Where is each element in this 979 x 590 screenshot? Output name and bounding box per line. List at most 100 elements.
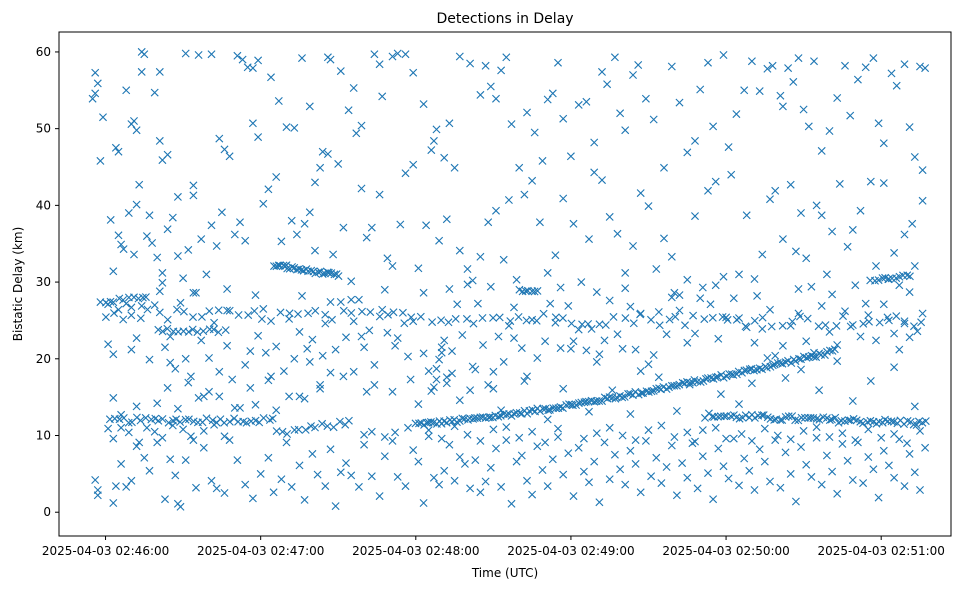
data-point xyxy=(479,341,487,349)
data-point xyxy=(528,315,537,324)
data-point xyxy=(523,372,531,381)
data-point xyxy=(499,357,508,366)
data-point xyxy=(104,424,113,433)
data-point xyxy=(220,432,229,441)
data-point xyxy=(636,367,645,376)
data-point xyxy=(225,417,234,426)
data-point xyxy=(681,321,689,330)
data-point xyxy=(821,321,830,330)
data-point xyxy=(254,133,263,142)
data-point xyxy=(404,423,412,432)
data-point xyxy=(788,317,797,326)
data-point xyxy=(559,194,568,203)
data-point xyxy=(223,285,232,293)
data-point xyxy=(455,396,464,405)
data-point xyxy=(592,429,601,438)
data-point xyxy=(582,346,591,355)
data-point xyxy=(750,275,759,283)
data-point xyxy=(303,344,312,353)
data-point xyxy=(502,423,511,432)
data-point xyxy=(192,483,200,492)
data-point xyxy=(442,215,451,224)
data-point xyxy=(292,230,301,239)
data-point xyxy=(835,179,844,188)
data-point xyxy=(574,325,583,334)
data-point xyxy=(173,192,182,201)
data-point xyxy=(194,51,203,59)
data-point xyxy=(905,123,914,132)
data-point xyxy=(869,54,878,63)
data-point xyxy=(766,195,774,204)
data-point xyxy=(91,89,100,98)
data-point xyxy=(153,399,162,408)
data-point xyxy=(466,59,475,68)
data-point xyxy=(140,50,149,59)
data-point xyxy=(649,115,658,124)
x-tick-label: 2025-04-03 02:49:00 xyxy=(507,544,634,558)
data-point xyxy=(295,327,304,336)
data-point xyxy=(910,153,919,161)
data-point xyxy=(714,334,723,343)
data-point xyxy=(720,412,729,421)
data-point xyxy=(644,388,653,396)
data-point xyxy=(833,489,842,498)
data-point xyxy=(492,94,500,103)
data-point xyxy=(693,484,702,493)
data-point xyxy=(887,69,896,78)
data-point xyxy=(166,358,175,367)
data-point xyxy=(714,412,722,421)
data-point xyxy=(848,476,857,484)
data-point xyxy=(719,272,728,281)
data-point xyxy=(528,427,537,436)
data-point xyxy=(316,163,325,172)
data-point xyxy=(802,460,811,469)
data-point xyxy=(91,476,100,484)
data-point xyxy=(241,480,250,489)
data-point xyxy=(825,327,834,336)
data-point xyxy=(279,367,288,376)
data-point xyxy=(339,223,348,232)
data-point xyxy=(812,433,821,442)
data-point xyxy=(163,150,172,159)
data-point xyxy=(272,342,281,351)
data-point xyxy=(367,472,376,481)
data-point xyxy=(678,459,687,468)
data-point xyxy=(773,431,782,440)
data-point xyxy=(238,55,247,64)
data-point xyxy=(184,415,193,424)
data-point xyxy=(615,391,624,400)
data-point xyxy=(523,476,531,485)
data-point xyxy=(689,311,698,320)
data-point xyxy=(119,315,128,324)
data-point xyxy=(294,310,302,319)
data-point xyxy=(543,415,552,424)
data-point xyxy=(308,449,317,458)
data-point xyxy=(124,418,133,427)
data-point xyxy=(145,466,154,475)
data-point xyxy=(647,315,655,324)
data-point xyxy=(212,242,221,250)
data-point xyxy=(884,461,893,470)
data-point xyxy=(407,313,416,322)
data-point xyxy=(419,288,428,297)
data-point xyxy=(468,276,477,285)
data-point xyxy=(163,315,172,324)
data-point xyxy=(360,343,369,352)
data-point xyxy=(282,123,291,132)
y-tick-label: 10 xyxy=(36,429,51,443)
data-point xyxy=(745,365,754,374)
data-point xyxy=(698,283,707,292)
data-point xyxy=(621,268,630,277)
data-point xyxy=(290,354,299,363)
data-point xyxy=(569,337,578,346)
data-point xyxy=(114,231,123,240)
data-point xyxy=(215,134,224,143)
data-point xyxy=(276,308,285,317)
data-point xyxy=(360,440,369,449)
data-point xyxy=(282,438,291,447)
data-point xyxy=(817,301,826,310)
data-point xyxy=(800,413,809,422)
data-point xyxy=(153,253,162,262)
data-point xyxy=(380,433,389,441)
data-point xyxy=(122,86,131,95)
